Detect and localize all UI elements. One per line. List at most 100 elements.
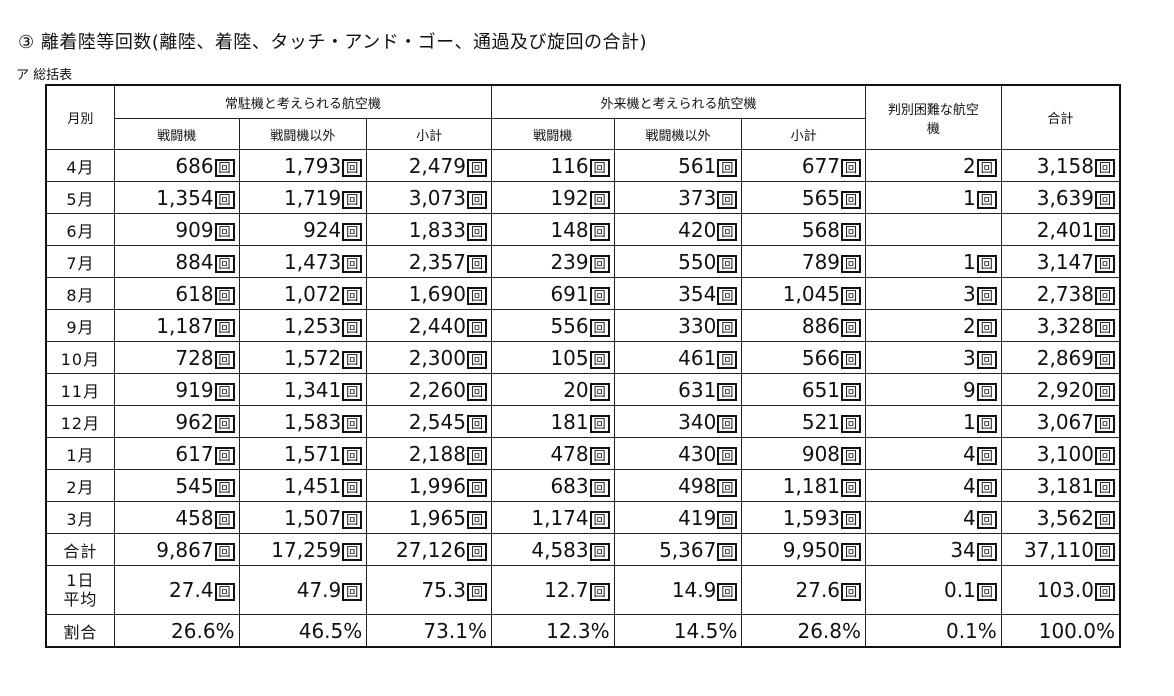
table-cell: [865, 213, 1002, 246]
unit-box-icon: 回: [589, 318, 610, 337]
unit-box-icon: 回: [841, 414, 862, 433]
cell-value: 1,174: [531, 505, 589, 530]
table-cell: 1,593 回: [741, 501, 867, 534]
unit-box-icon: 回: [1095, 542, 1115, 561]
unit-box-icon: 回: [589, 414, 610, 433]
unit-box-icon: 回: [589, 446, 610, 465]
unit-box-icon: 回: [589, 542, 610, 561]
unit-box-icon: 回: [589, 254, 610, 273]
cell-value: 1,690: [408, 281, 466, 306]
table-cell: 1,793 回: [238, 149, 368, 182]
unit-box-icon: 回: [214, 254, 235, 273]
table-cell: 1,341 回: [238, 373, 368, 406]
unit-box-icon: 回: [976, 318, 997, 337]
cell-value: 34: [950, 537, 976, 562]
cell-value: 550: [678, 249, 717, 274]
cell-value: 5,367: [659, 537, 717, 562]
cell-value: 691: [550, 281, 589, 306]
cell-value: 919: [175, 377, 214, 402]
cell-value: 1,583: [284, 409, 342, 434]
unit-box-icon: 回: [717, 414, 738, 433]
unit-box-icon: 回: [717, 446, 738, 465]
cell-value: 181: [550, 409, 589, 434]
unit-box-icon: 回: [214, 510, 235, 529]
unit-box-icon: 回: [466, 583, 487, 601]
table-cell: 1,583 回: [238, 405, 368, 438]
unit-box-icon: 回: [1095, 254, 1115, 273]
row-label: 1日 平均: [45, 565, 115, 615]
cell-value: 192: [550, 185, 589, 210]
cell-value: 566: [801, 345, 841, 370]
table-cell: 1,045 回: [741, 277, 867, 310]
table-cell: 884 回: [113, 245, 240, 278]
cell-value: 2,401: [1036, 217, 1094, 242]
unit-box-icon: 回: [466, 478, 487, 497]
cell-value: 3,158: [1036, 153, 1094, 178]
unit-box-icon: 回: [342, 222, 363, 241]
table-cell: 2,188 回: [366, 437, 492, 470]
cell-value: 27,126: [395, 537, 466, 562]
cell-value: 73.1%: [423, 618, 487, 643]
table-row: 8月 618 回 1,072 回 1,690 回 691 回 354 回 1,045 回 3 回 2,738 回: [45, 277, 1121, 310]
header-month: 月別: [45, 84, 115, 150]
cell-value: 1,473: [284, 249, 342, 274]
table-row: 10月 728 回 1,572 回 2,300 回 105 回 461 回 566 回 3 回 2,869 回: [45, 341, 1121, 374]
table-cell: 105 回: [490, 341, 615, 374]
unit-box-icon: 回: [976, 350, 997, 369]
cell-value: 908: [801, 441, 841, 466]
unit-box-icon: 回: [466, 190, 487, 209]
table-cell: 1,253 回: [238, 309, 368, 342]
table-cell: 3,181 回: [1000, 469, 1121, 502]
table-cell: 2,920 回: [1000, 373, 1121, 406]
unit-box-icon: 回: [342, 350, 363, 369]
cell-value: 556: [550, 313, 589, 338]
row-label-line: 平均: [63, 590, 98, 609]
table-cell: 9,950 回: [741, 533, 867, 566]
unit-box-icon: 回: [976, 542, 997, 561]
table-cell: 1,507 回: [238, 501, 368, 534]
section-subtitle: ア 総括表: [16, 68, 73, 83]
table-cell: 1,072 回: [238, 277, 368, 310]
unit-box-icon: 回: [214, 414, 235, 433]
table-cell: 498 回: [613, 469, 743, 502]
cell-value: 100.0%: [1038, 618, 1115, 643]
unit-box-icon: 回: [841, 478, 862, 497]
unit-box-icon: 回: [841, 254, 862, 273]
cell-value: 683: [550, 473, 589, 498]
cell-value: 1,793: [284, 153, 342, 178]
table-row: 11月 919 回 1,341 回 2,260 回 20 回 631 回 651 回 9 回 2,920 回: [45, 373, 1121, 406]
cell-value: 478: [550, 441, 589, 466]
unit-box-icon: 回: [342, 286, 363, 305]
cell-value: 26.6%: [171, 618, 235, 643]
cell-value: 1: [963, 249, 976, 274]
cell-value: 0.1: [943, 578, 976, 602]
header-visiting-group: 外来機と考えられる航空機: [490, 84, 867, 119]
unit-box-icon: 回: [1095, 446, 1115, 465]
table-cell: 565 回: [741, 181, 867, 214]
cell-value: 340: [678, 409, 717, 434]
unit-box-icon: 回: [717, 542, 738, 561]
unit-box-icon: 回: [342, 510, 363, 529]
table-cell: 9,867 回: [113, 533, 240, 566]
unit-box-icon: 回: [589, 222, 610, 241]
summary-table: 月別 常駐機と考えられる航空機 外来機と考えられる航空機 判別困難な航空機 合計…: [45, 84, 1121, 648]
unit-box-icon: 回: [589, 350, 610, 369]
unit-box-icon: 回: [717, 190, 738, 209]
unit-box-icon: 回: [1095, 158, 1115, 177]
table-cell: 568 回: [741, 213, 867, 246]
table-cell: 0.1 回: [865, 565, 1002, 615]
unit-box-icon: 回: [214, 583, 235, 601]
table-cell: 1,181 回: [741, 469, 867, 502]
table-cell: 561 回: [613, 149, 743, 182]
cell-value: 12.7: [544, 578, 589, 602]
cell-value: 103.0: [1036, 578, 1094, 602]
table-cell: 37,110 回: [1000, 533, 1121, 566]
cell-value: 17,259: [271, 537, 342, 562]
cell-value: 373: [678, 185, 717, 210]
unit-box-icon: 回: [342, 446, 363, 465]
unit-box-icon: 回: [589, 478, 610, 497]
table-row: 12月 962 回 1,583 回 2,545 回 181 回 340 回 521 回 1 回 3,067 回: [45, 405, 1121, 438]
cell-value: 651: [801, 377, 841, 402]
